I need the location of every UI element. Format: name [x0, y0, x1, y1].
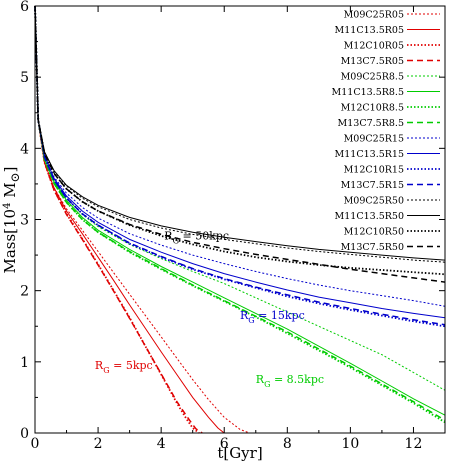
legend-entry-label: M13C7.5R8.5 — [338, 118, 404, 129]
series-line-M12C10R50 — [34, 5, 446, 276]
y-axis-label-main: Mass[10 — [1, 209, 19, 274]
annotation-subscript: G — [173, 236, 179, 245]
legend-entry-label: M12C10R05 — [344, 41, 404, 52]
series-line-M13C7.5R8.5 — [34, 5, 446, 421]
annotation-base: R — [240, 309, 249, 322]
legend-entry-label: M13C7.5R15 — [341, 180, 404, 191]
series-line-M13C7.5R05 — [34, 5, 203, 434]
legend-entry-label: M11C13.5R15 — [335, 149, 404, 160]
legend-entry-label: M12C10R50 — [344, 227, 404, 238]
legend-entry-label: M12C10R15 — [344, 165, 404, 176]
legend-entry-label: M11C13.5R8.5 — [332, 87, 405, 98]
annotation-label: RG = 8.5kpc — [256, 373, 324, 389]
annotation-base: R — [95, 359, 104, 372]
annotation-label: RG = 5kpc — [95, 359, 153, 375]
annotation-base: R — [256, 373, 265, 386]
series-line-M13C7.5R15 — [34, 5, 446, 326]
x-axis-label: t[Gyr] — [217, 444, 262, 462]
legend-entry-label: M13C7.5R05 — [341, 56, 404, 67]
annotation-base: R — [164, 229, 173, 242]
y-tick-label: 2 — [20, 284, 29, 300]
legend-entry-label: M09C25R8.5 — [341, 72, 404, 83]
annotation-label: RG = 15kpc — [240, 309, 305, 325]
x-tick-label: 2 — [94, 436, 103, 452]
series-layer — [34, 5, 446, 434]
series-line-M11C13.5R50 — [34, 5, 446, 261]
y-tick-label: 0 — [20, 426, 29, 442]
annotation-text: = 8.5kpc — [270, 373, 324, 386]
y-tick-label: 3 — [20, 213, 29, 229]
plot-frame — [34, 5, 446, 434]
y-tick-label: 1 — [20, 355, 29, 371]
series-line-M13C7.5R50 — [34, 5, 446, 283]
x-tick-label: 0 — [31, 436, 40, 452]
y-tick-label: 4 — [20, 141, 29, 157]
annotation-text: = 15kpc — [255, 309, 305, 322]
y-axis-label: Mass[104 M⊙] — [1, 166, 22, 273]
annotation-subscript: G — [103, 366, 109, 375]
x-tick-label: 12 — [405, 436, 423, 452]
annotation-subscript: G — [264, 380, 270, 389]
legend-entry-label: M12C10R8.5 — [341, 103, 404, 114]
x-tick-label: 4 — [157, 436, 166, 452]
x-tick-label: 8 — [283, 436, 292, 452]
legend-entry-label: M09C25R50 — [344, 196, 404, 207]
annotation-subscript: G — [248, 316, 254, 325]
y-tick-label: 5 — [20, 70, 29, 86]
y-axis-label-unit: M — [1, 182, 19, 202]
legend-entry-label: M09C25R05 — [344, 10, 404, 21]
annotation-text: = 5kpc — [110, 359, 153, 372]
y-axis-label-close: ] — [1, 166, 19, 172]
legend-entry-label: M11C13.5R05 — [335, 25, 404, 36]
legend: M09C25R05 M11C13.5R05 M12C10R05 M13C7.5R05 M… — [332, 10, 440, 253]
legend-entry-label: M09C25R15 — [344, 134, 404, 145]
legend-entry-label: M11C13.5R50 — [335, 211, 404, 222]
x-tick-label: 10 — [341, 436, 359, 452]
x-tick-label: 6 — [220, 436, 229, 452]
y-tick-label: 6 — [20, 0, 29, 15]
annotation-label: RG = 50kpc — [164, 229, 229, 245]
annotation-text: = 50kpc — [179, 229, 229, 242]
y-axis-label-exponent: 4 — [2, 203, 13, 209]
y-axis-label-sun-symbol: ⊙ — [8, 172, 22, 182]
legend-entry-label: M13C7.5R50 — [341, 242, 404, 253]
